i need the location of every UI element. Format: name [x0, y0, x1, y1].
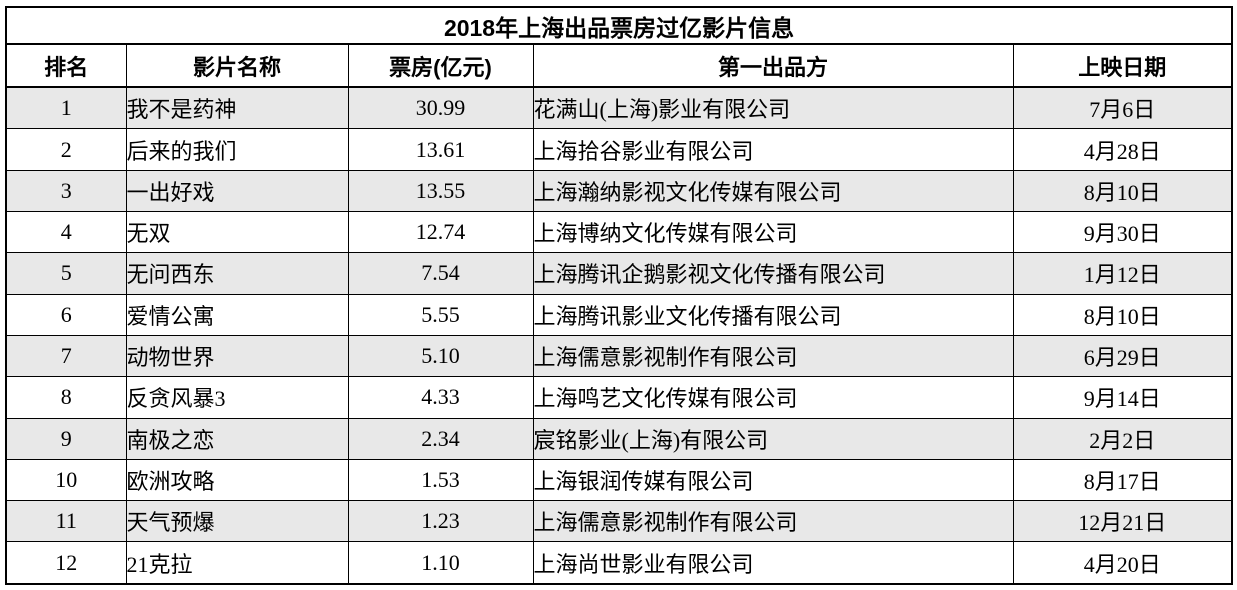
box-office-cell: 1.23: [347, 500, 534, 543]
producer-cell: 花满山(上海)影业有限公司: [532, 86, 1014, 130]
column-header-rank: 排名: [5, 43, 127, 88]
producer-cell: 上海腾讯企鹅影视文化传播有限公司: [532, 252, 1014, 295]
table-body: 1 我不是药神 30.99 花满山(上海)影业有限公司 7月6日 2 后来的我们 13.61 上…: [5, 86, 1233, 585]
table-row: 9 南极之恋 2.34 宸铭影业(上海)有限公司 2月2日: [5, 417, 1233, 460]
film-name-cell: 后来的我们: [125, 128, 349, 171]
table-row: 11 天气预爆 1.23 上海儒意影视制作有限公司 12月21日: [5, 500, 1233, 543]
release-date-cell: 8月10日: [1012, 293, 1233, 336]
rank-cell: 8: [5, 376, 127, 419]
column-header-producer: 第一出品方: [532, 43, 1014, 88]
release-date-cell: 8月17日: [1012, 458, 1233, 502]
table-row: 6 爱情公寓 5.55 上海腾讯影业文化传播有限公司 8月10日: [5, 293, 1233, 336]
release-date-cell: 12月21日: [1012, 500, 1233, 543]
film-name-cell: 无问西东: [125, 252, 349, 295]
release-date-cell: 4月28日: [1012, 128, 1233, 171]
box-office-cell: 2.34: [347, 417, 534, 460]
rank-cell: 4: [5, 211, 127, 254]
release-date-cell: 9月14日: [1012, 376, 1233, 419]
table-row: 1 我不是药神 30.99 花满山(上海)影业有限公司 7月6日: [5, 86, 1233, 130]
box-office-cell: 1.10: [347, 541, 534, 585]
rank-cell: 6: [5, 293, 127, 336]
film-name-cell: 动物世界: [125, 334, 349, 378]
column-header-release-date: 上映日期: [1012, 43, 1233, 88]
producer-cell: 上海尚世影业有限公司: [532, 541, 1014, 585]
column-header-box-office: 票房(亿元): [347, 43, 534, 88]
rank-cell: 9: [5, 417, 127, 460]
producer-cell: 上海拾谷影业有限公司: [532, 128, 1014, 171]
column-header-film-name: 影片名称: [125, 43, 349, 88]
table-header-row: 排名 影片名称 票房(亿元) 第一出品方 上映日期: [5, 43, 1233, 88]
rank-cell: 11: [5, 500, 127, 543]
table-row: 10 欧洲攻略 1.53 上海银润传媒有限公司 8月17日: [5, 458, 1233, 502]
film-name-cell: 反贪风暴3: [125, 376, 349, 419]
rank-cell: 1: [5, 86, 127, 130]
release-date-cell: 7月6日: [1012, 86, 1233, 130]
table-row: 8 反贪风暴3 4.33 上海鸣艺文化传媒有限公司 9月14日: [5, 376, 1233, 419]
table-row: 7 动物世界 5.10 上海儒意影视制作有限公司 6月29日: [5, 334, 1233, 378]
producer-cell: 上海鸣艺文化传媒有限公司: [532, 376, 1014, 419]
release-date-cell: 1月12日: [1012, 252, 1233, 295]
producer-cell: 上海腾讯影业文化传播有限公司: [532, 293, 1014, 336]
producer-cell: 上海儒意影视制作有限公司: [532, 334, 1014, 378]
producer-cell: 宸铭影业(上海)有限公司: [532, 417, 1014, 460]
table-row: 4 无双 12.74 上海博纳文化传媒有限公司 9月30日: [5, 211, 1233, 254]
producer-cell: 上海博纳文化传媒有限公司: [532, 211, 1014, 254]
film-name-cell: 南极之恋: [125, 417, 349, 460]
box-office-cell: 7.54: [347, 252, 534, 295]
film-name-cell: 欧洲攻略: [125, 458, 349, 502]
producer-cell: 上海银润传媒有限公司: [532, 458, 1014, 502]
rank-cell: 10: [5, 458, 127, 502]
film-name-cell: 爱情公寓: [125, 293, 349, 336]
rank-cell: 5: [5, 252, 127, 295]
film-name-cell: 一出好戏: [125, 169, 349, 213]
table-row: 12 21克拉 1.10 上海尚世影业有限公司 4月20日: [5, 541, 1233, 585]
film-name-cell: 天气预爆: [125, 500, 349, 543]
film-name-cell: 21克拉: [125, 541, 349, 585]
rank-cell: 7: [5, 334, 127, 378]
rank-cell: 2: [5, 128, 127, 171]
producer-cell: 上海瀚纳影视文化传媒有限公司: [532, 169, 1014, 213]
release-date-cell: 9月30日: [1012, 211, 1233, 254]
box-office-cell: 4.33: [347, 376, 534, 419]
table-row: 3 一出好戏 13.55 上海瀚纳影视文化传媒有限公司 8月10日: [5, 169, 1233, 213]
table-title: 2018年上海出品票房过亿影片信息: [5, 6, 1233, 45]
release-date-cell: 8月10日: [1012, 169, 1233, 213]
box-office-table: 2018年上海出品票房过亿影片信息 排名 影片名称 票房(亿元) 第一出品方 上…: [5, 6, 1234, 585]
producer-cell: 上海儒意影视制作有限公司: [532, 500, 1014, 543]
film-name-cell: 我不是药神: [125, 86, 349, 130]
box-office-cell: 30.99: [347, 86, 534, 130]
box-office-cell: 13.61: [347, 128, 534, 171]
rank-cell: 12: [5, 541, 127, 585]
box-office-cell: 13.55: [347, 169, 534, 213]
release-date-cell: 4月20日: [1012, 541, 1233, 585]
box-office-cell: 5.10: [347, 334, 534, 378]
release-date-cell: 6月29日: [1012, 334, 1233, 378]
box-office-cell: 5.55: [347, 293, 534, 336]
rank-cell: 3: [5, 169, 127, 213]
table-row: 2 后来的我们 13.61 上海拾谷影业有限公司 4月28日: [5, 128, 1233, 171]
film-name-cell: 无双: [125, 211, 349, 254]
table-title-row: 2018年上海出品票房过亿影片信息: [5, 6, 1233, 45]
box-office-cell: 12.74: [347, 211, 534, 254]
release-date-cell: 2月2日: [1012, 417, 1233, 460]
box-office-cell: 1.53: [347, 458, 534, 502]
table-row: 5 无问西东 7.54 上海腾讯企鹅影视文化传播有限公司 1月12日: [5, 252, 1233, 295]
